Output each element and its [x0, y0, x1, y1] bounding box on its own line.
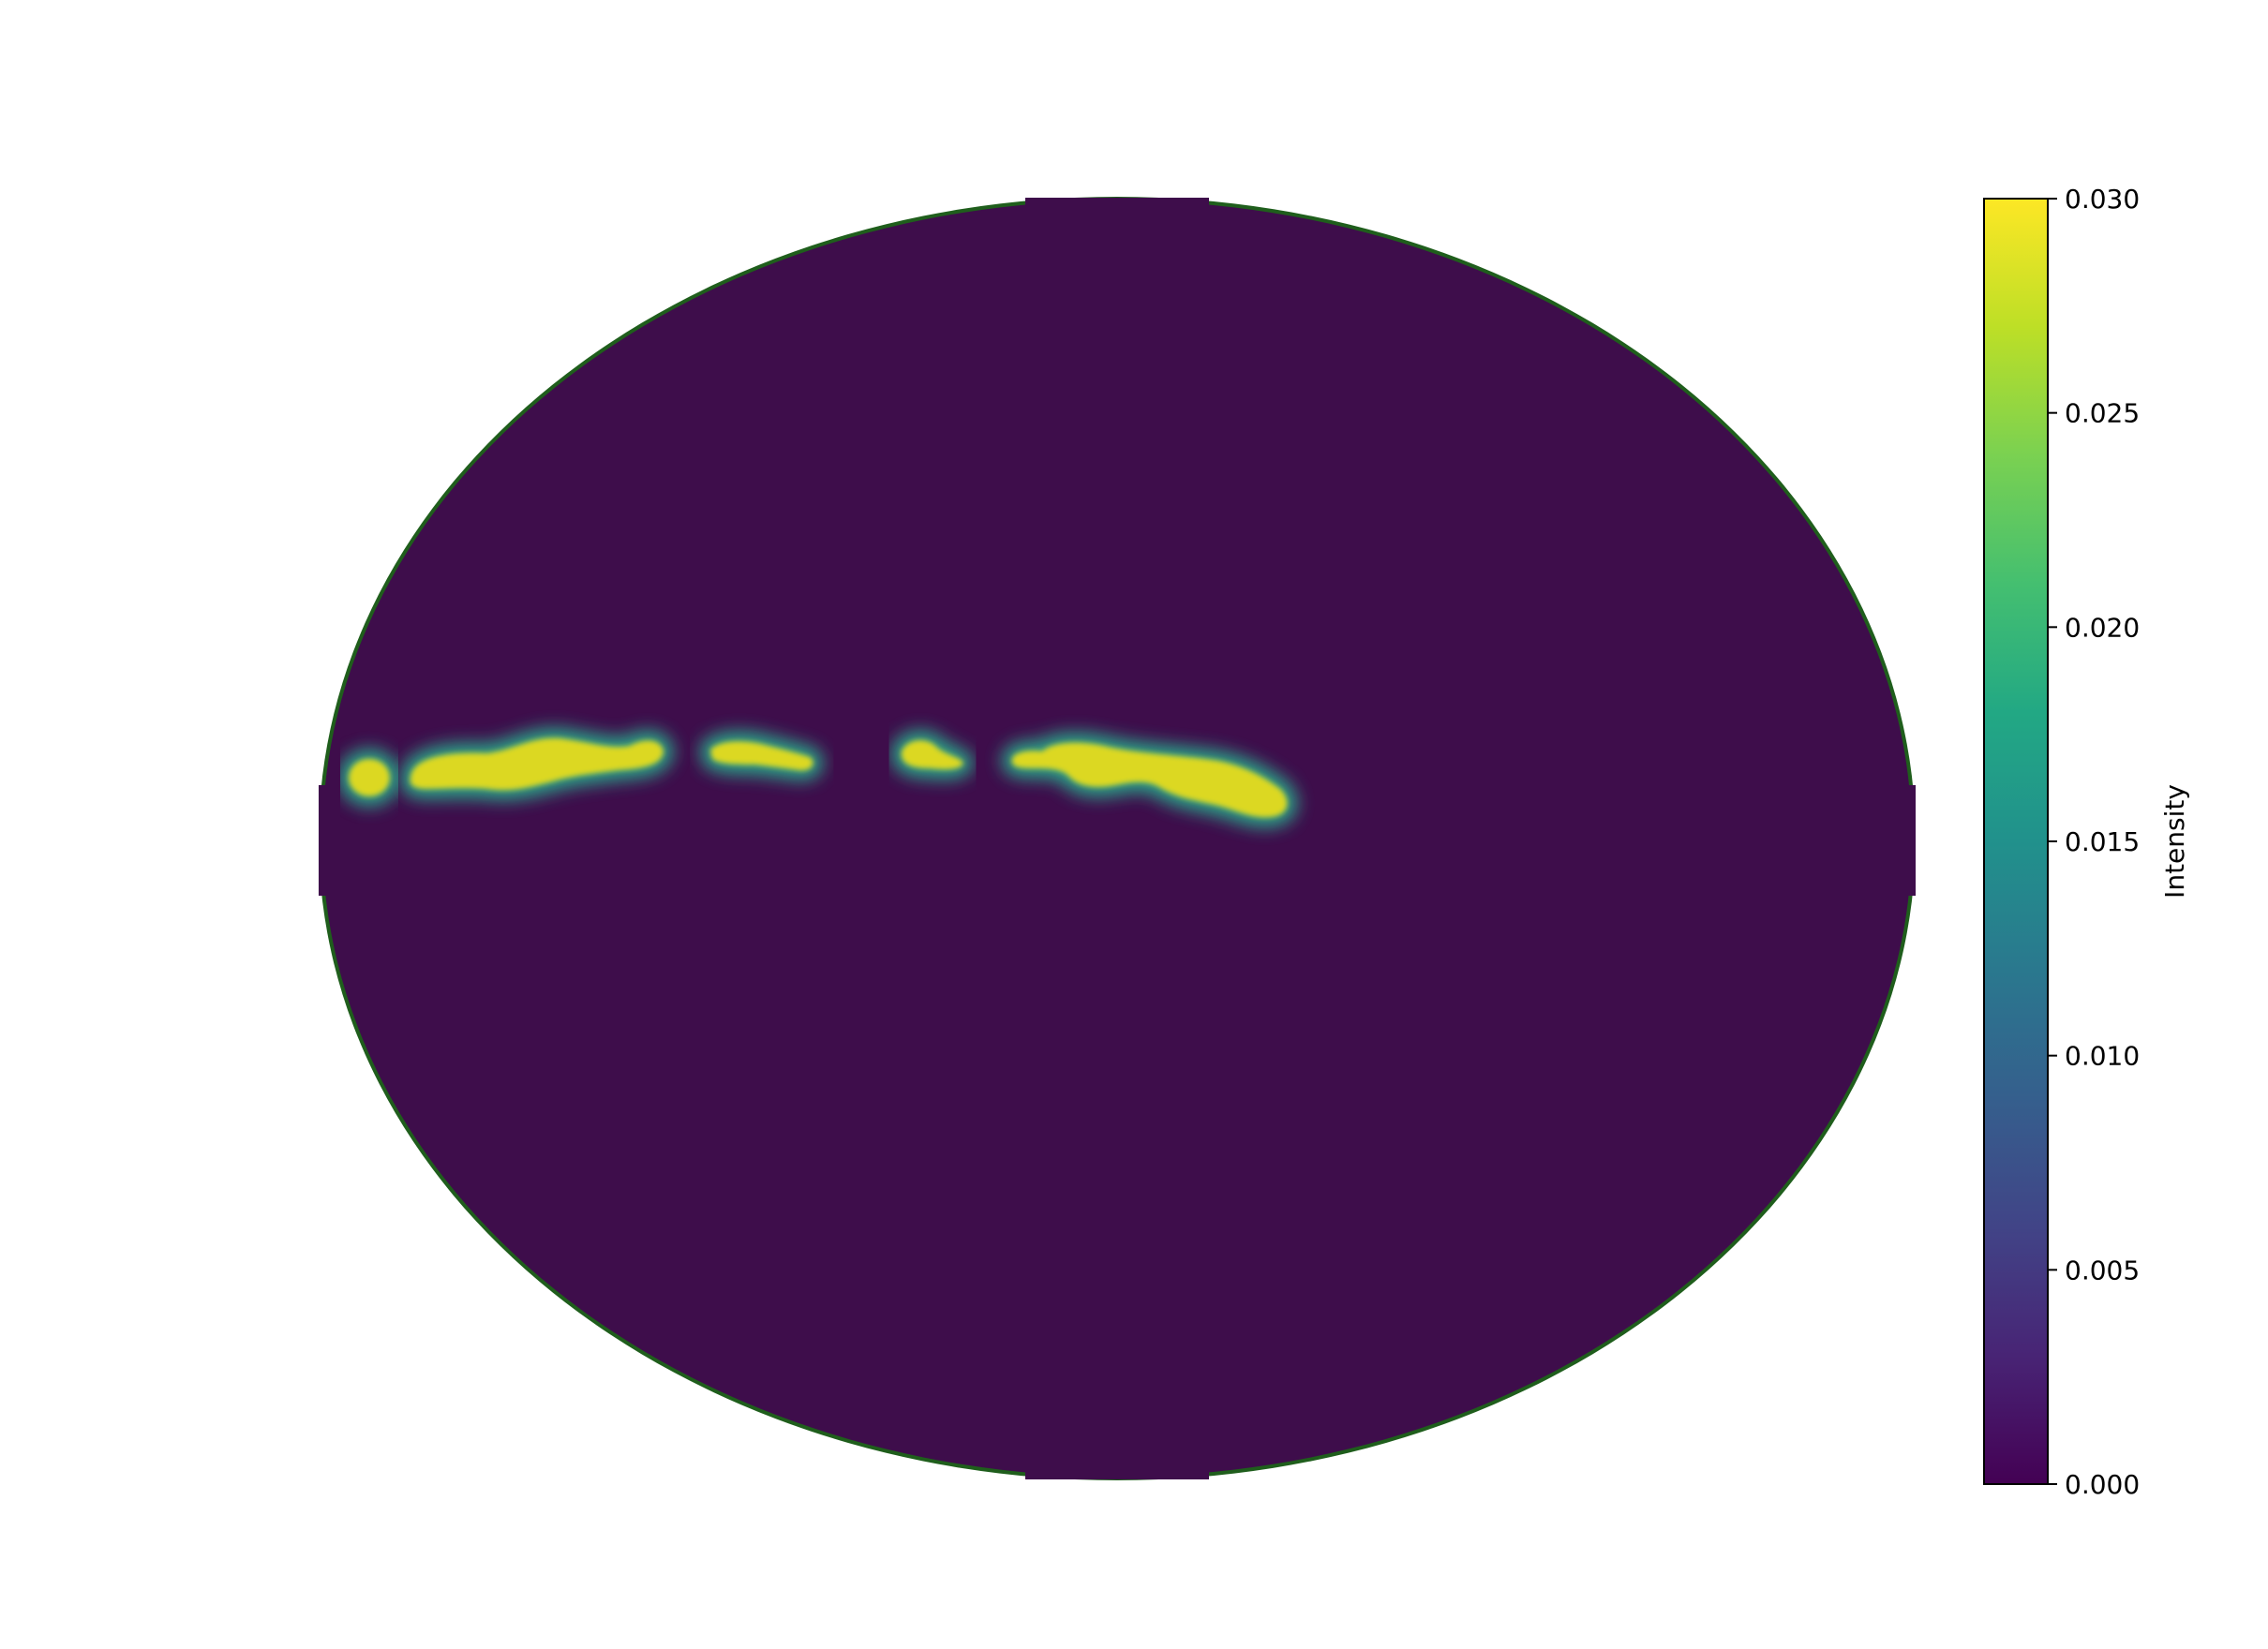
colorbar-gradient	[1983, 198, 2049, 1485]
band-segment-1	[410, 737, 664, 791]
sky-map	[319, 197, 1916, 1480]
left-limb-spot	[349, 759, 390, 796]
colorbar-tick-label: 0.015	[2065, 826, 2140, 857]
band-segment-3	[901, 740, 963, 770]
map-left-notch	[319, 785, 328, 896]
emission-band	[338, 727, 1298, 828]
colorbar-tick-label: 0.025	[2065, 398, 2140, 429]
colorbar-label: Intensity	[2159, 784, 2190, 899]
map-background	[322, 201, 1912, 1477]
colorbar-tick-label: 0.005	[2065, 1255, 2140, 1285]
colorbar-tick-label: 0.030	[2065, 184, 2140, 215]
band-segment-4	[1011, 742, 1288, 818]
colorbar-ticks: 0.000 0.005 0.010 0.015 0.020 0.025 0.030	[2048, 184, 2140, 1500]
band-segment-2	[710, 741, 813, 771]
colorbar-tick-label: 0.000	[2065, 1469, 2140, 1500]
colorbar-tick-label: 0.010	[2065, 1041, 2140, 1072]
map-top-notch	[1025, 198, 1209, 209]
map-right-notch	[1906, 785, 1916, 896]
colorbar: 0.000 0.005 0.010 0.015 0.020 0.025 0.030 Inte…	[1983, 184, 2190, 1500]
colorbar-tick-label: 0.020	[2065, 612, 2140, 643]
map-bottom-notch	[1025, 1468, 1209, 1479]
